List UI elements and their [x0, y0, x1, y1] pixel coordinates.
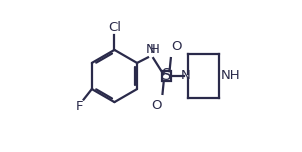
- Text: O: O: [151, 99, 162, 112]
- Text: O: O: [172, 40, 182, 53]
- Text: F: F: [76, 100, 83, 113]
- Text: Cl: Cl: [108, 21, 121, 34]
- Text: H: H: [149, 43, 159, 56]
- Text: S: S: [162, 69, 171, 83]
- Text: N: N: [181, 69, 191, 83]
- Text: N: N: [146, 43, 156, 56]
- FancyBboxPatch shape: [162, 71, 172, 81]
- Text: NH: NH: [220, 69, 240, 83]
